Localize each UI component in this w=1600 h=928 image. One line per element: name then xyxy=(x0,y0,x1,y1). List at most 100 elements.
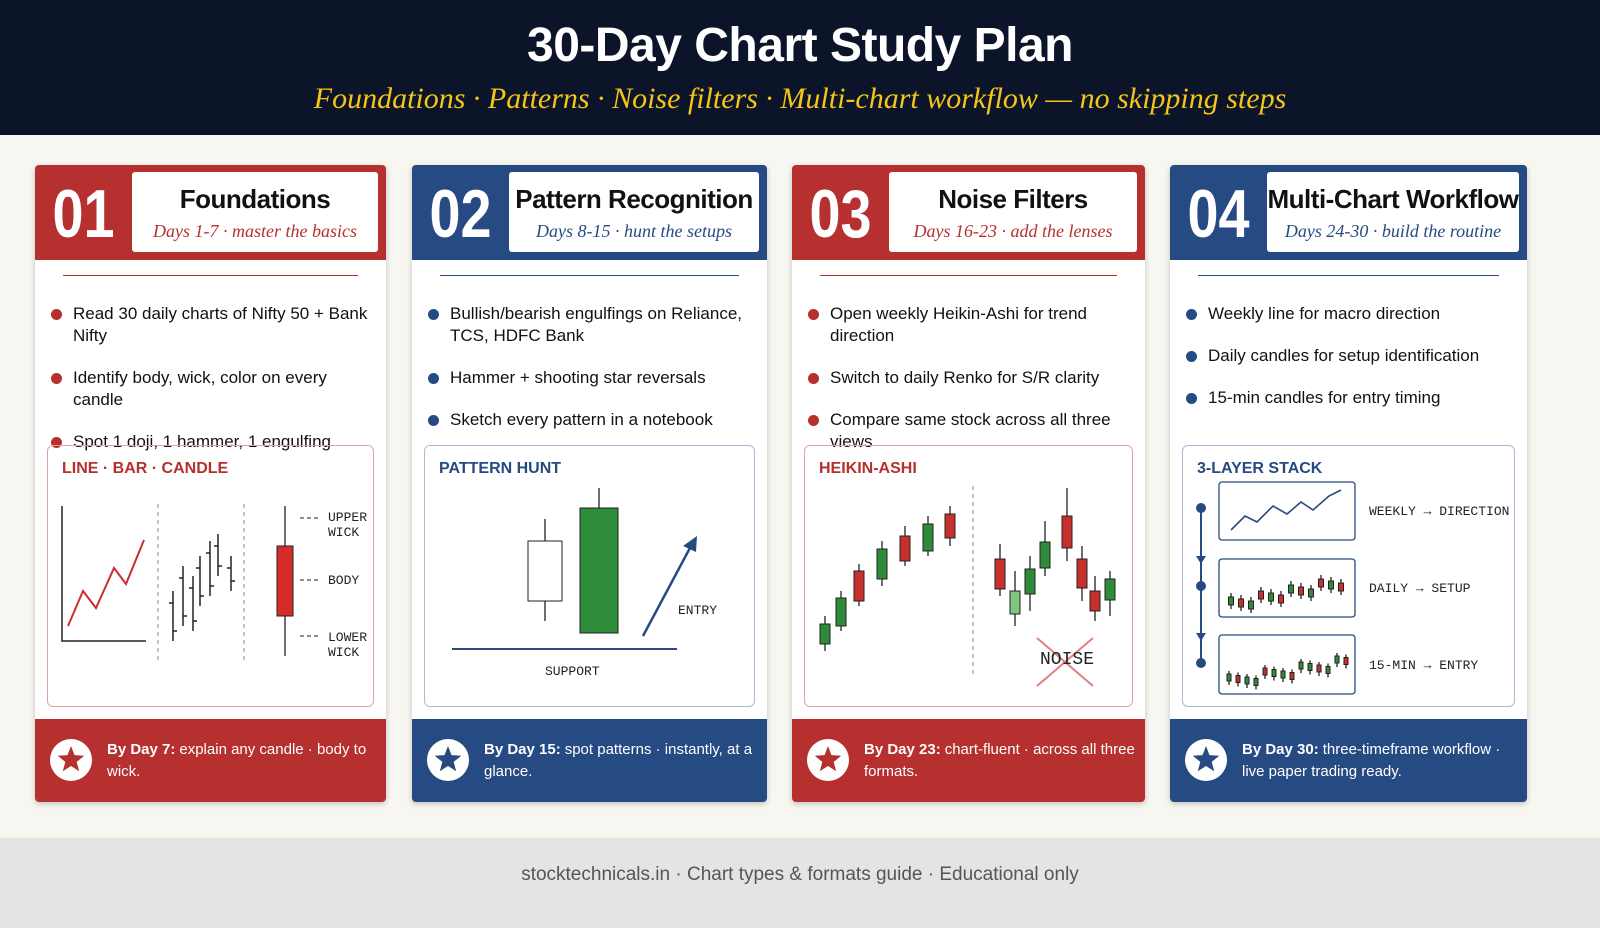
candle-body xyxy=(1238,598,1244,608)
task: Sketch every pattern in a notebook xyxy=(428,409,755,431)
goal-lead: By Day 7: xyxy=(107,740,176,758)
star xyxy=(434,746,462,772)
panel-title: HEIKIN-ASHI xyxy=(819,460,917,477)
divider xyxy=(63,275,358,276)
panel-title: LINE · BAR · CANDLE xyxy=(62,460,229,477)
candle-body xyxy=(1325,666,1331,674)
card-number: 01 xyxy=(52,176,115,252)
card-header: 02 Pattern Recognition Days 8-15 · hunt th… xyxy=(412,165,767,260)
candle-body xyxy=(1271,669,1277,677)
card-number: 03 xyxy=(809,176,872,252)
card: 01 Foundations Days 1-7 · master the basic… xyxy=(35,165,386,802)
goal-copy: By Day 15: spot patterns · instantly, at … xyxy=(484,739,757,783)
star-badge xyxy=(50,739,92,781)
title-box: Foundations Days 1-7 · master the basics xyxy=(132,172,378,252)
panel-label: UPPER WICK xyxy=(328,510,368,540)
goal-detail: three-timeframe workflow · live paper tr… xyxy=(1242,740,1501,780)
candle-body xyxy=(1298,661,1304,670)
illustration xyxy=(61,504,320,661)
panel-label: 15-MIN → ENTRY xyxy=(1369,658,1479,673)
panel-label: BODY xyxy=(328,573,360,588)
card-title: Foundations xyxy=(179,184,331,214)
candle-body xyxy=(1268,592,1274,602)
star-badge xyxy=(427,739,469,781)
candle-body xyxy=(1258,590,1264,600)
star xyxy=(814,746,842,772)
candle-body xyxy=(1334,655,1340,664)
goal-text: By Day 7: explain any candle · body to wi… xyxy=(107,719,376,802)
flow-dot xyxy=(1196,658,1206,668)
candle-body xyxy=(1262,667,1268,676)
candle-body xyxy=(944,513,956,539)
task: Spot 1 doji, 1 hammer, 1 engulfing xyxy=(51,431,374,453)
task: Daily candles for setup identification xyxy=(1186,345,1515,367)
candle-body xyxy=(922,523,934,552)
card-header: 04 Multi-Chart Workflow Days 24-30 · build… xyxy=(1170,165,1527,260)
candle-body xyxy=(1308,588,1314,598)
task-list: Weekly line for macro direction Daily can… xyxy=(1186,303,1515,429)
task: Weekly line for macro direction xyxy=(1186,303,1515,325)
goal-copy: By Day 30: three-timeframe workflow · liv… xyxy=(1242,739,1517,783)
goal-text: By Day 23: chart-fluent · across all thre… xyxy=(864,719,1135,802)
task-list: Bullish/bearish engulfings on Reliance, … xyxy=(428,303,755,451)
timeframe-box xyxy=(1218,481,1356,541)
candle-body xyxy=(853,570,865,602)
axes xyxy=(61,506,146,642)
card-number: 04 xyxy=(1187,176,1250,252)
panel-label: WEEKLY → DIRECTION xyxy=(1369,504,1510,519)
candle-body xyxy=(1226,673,1232,682)
task: Hammer + shooting star reversals xyxy=(428,367,755,389)
task: Compare same stock across all three view… xyxy=(808,409,1133,453)
candle-body xyxy=(1248,600,1254,610)
flow-arrow xyxy=(1196,633,1206,641)
timeframe-box xyxy=(1218,634,1356,695)
goal-banner: By Day 30: three-timeframe workflow · liv… xyxy=(1170,719,1527,802)
card-header: 01 Foundations Days 1-7 · master the basic… xyxy=(35,165,386,260)
flow-dot xyxy=(1196,503,1206,513)
task: 15-min candles for entry timing xyxy=(1186,387,1515,409)
timeframe-box xyxy=(1218,558,1356,618)
card-title: Noise Filters xyxy=(938,184,1088,214)
goal-banner: By Day 23: chart-fluent · across all thre… xyxy=(792,719,1145,802)
card-header: 03 Noise Filters Days 16-23 · add the lens… xyxy=(792,165,1145,260)
illustration xyxy=(1196,481,1356,695)
divider xyxy=(820,275,1117,276)
star-icon xyxy=(1192,746,1220,772)
illustration xyxy=(452,488,697,650)
candle-body xyxy=(1318,578,1324,588)
star-badge xyxy=(807,739,849,781)
candle-body xyxy=(1288,584,1294,594)
panel-label: DAILY → SETUP xyxy=(1369,581,1471,596)
task: Bullish/bearish engulfings on Reliance, … xyxy=(428,303,755,347)
flow-arrow xyxy=(1196,556,1206,564)
card-subtitle: Days 16-23 · add the lenses xyxy=(913,221,1113,241)
card: 03 Noise Filters Days 16-23 · add the lens… xyxy=(792,165,1145,802)
candle-body xyxy=(276,545,294,617)
star-icon xyxy=(814,746,842,772)
noise-label: NOISE xyxy=(1040,650,1095,670)
card-title: Multi-Chart Workflow xyxy=(1267,184,1519,214)
line-chart xyxy=(67,539,145,627)
candle-body xyxy=(835,597,847,627)
candle-body xyxy=(876,548,888,580)
arrow xyxy=(641,545,693,637)
candle-body xyxy=(819,623,831,645)
candle-body xyxy=(1289,672,1295,680)
candle-body xyxy=(994,558,1006,590)
weekly-line xyxy=(1230,489,1342,531)
candle-body xyxy=(1343,657,1349,665)
candle-body xyxy=(1244,676,1250,685)
task: Identify body, wick, color on every cand… xyxy=(51,367,374,411)
card-number: 02 xyxy=(429,176,492,252)
candle-body xyxy=(899,535,911,562)
star-icon xyxy=(434,746,462,772)
star-badge xyxy=(1185,739,1227,781)
candle-body xyxy=(1235,675,1241,683)
card-title: Pattern Recognition xyxy=(515,184,753,214)
candle-body xyxy=(1278,594,1284,604)
panel: PATTERN HUNT ENTRY SUPPORT xyxy=(424,445,755,707)
divider xyxy=(440,275,739,276)
card: 04 Multi-Chart Workflow Days 24-30 · build… xyxy=(1170,165,1527,802)
